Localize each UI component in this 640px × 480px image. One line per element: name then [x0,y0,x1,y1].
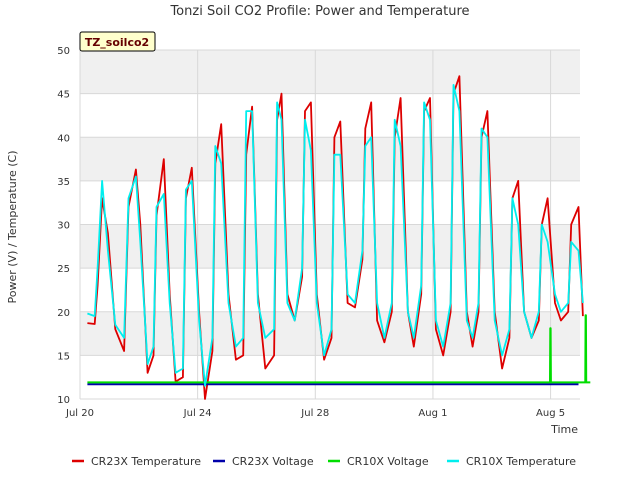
site-label: TZ_soilco2 [85,36,149,49]
x-tick-label: Jul 28 [300,408,329,419]
plot-band [80,50,580,94]
y-tick-label: 15 [57,351,70,362]
legend-label-cr10x-voltage: CR10X Voltage [347,455,429,468]
y-tick-label: 25 [57,264,70,275]
y-tick-label: 50 [57,46,70,57]
site-label-box: TZ_soilco2 [79,31,156,52]
y-tick-label: 45 [57,90,70,101]
x-axis-ticks: Jul 20 Jul 24 Jul 28 Aug 1 Aug 5 [65,408,565,419]
y-axis-ticks: 10 15 20 25 30 35 40 45 50 [57,46,70,406]
x-tick-label: Jul 24 [183,408,212,419]
series-line-cr10x-temperature [87,84,584,387]
legend-label-cr10x-temperature: CR10X Temperature [466,455,576,468]
x-tick-label: Aug 1 [418,408,447,419]
plot-band [80,224,580,269]
legend-label-cr23x-temperature: CR23X Temperature [91,455,201,468]
x-tick-label: Aug 5 [536,408,565,419]
x-tick-label: Jul 20 [65,408,94,419]
legend: CR23X Temperature CR23X Voltage CR10X Volt… [72,455,576,468]
y-tick-label: 20 [57,308,70,319]
chart-title: Tonzi Soil CO2 Profile: Power and Temper… [169,4,469,19]
x-axis-label: Time [550,423,578,436]
y-tick-label: 40 [57,133,70,144]
series-lines [87,75,591,400]
legend-label-cr23x-voltage: CR23X Voltage [232,455,314,468]
y-tick-label: 30 [57,221,70,232]
plot-band [80,137,580,181]
y-tick-label: 10 [57,395,70,406]
series-line-cr10x-voltage [87,314,591,384]
y-tick-label: 35 [57,177,70,188]
y-axis-label: Power (V) / Temperature (C) [6,150,19,303]
